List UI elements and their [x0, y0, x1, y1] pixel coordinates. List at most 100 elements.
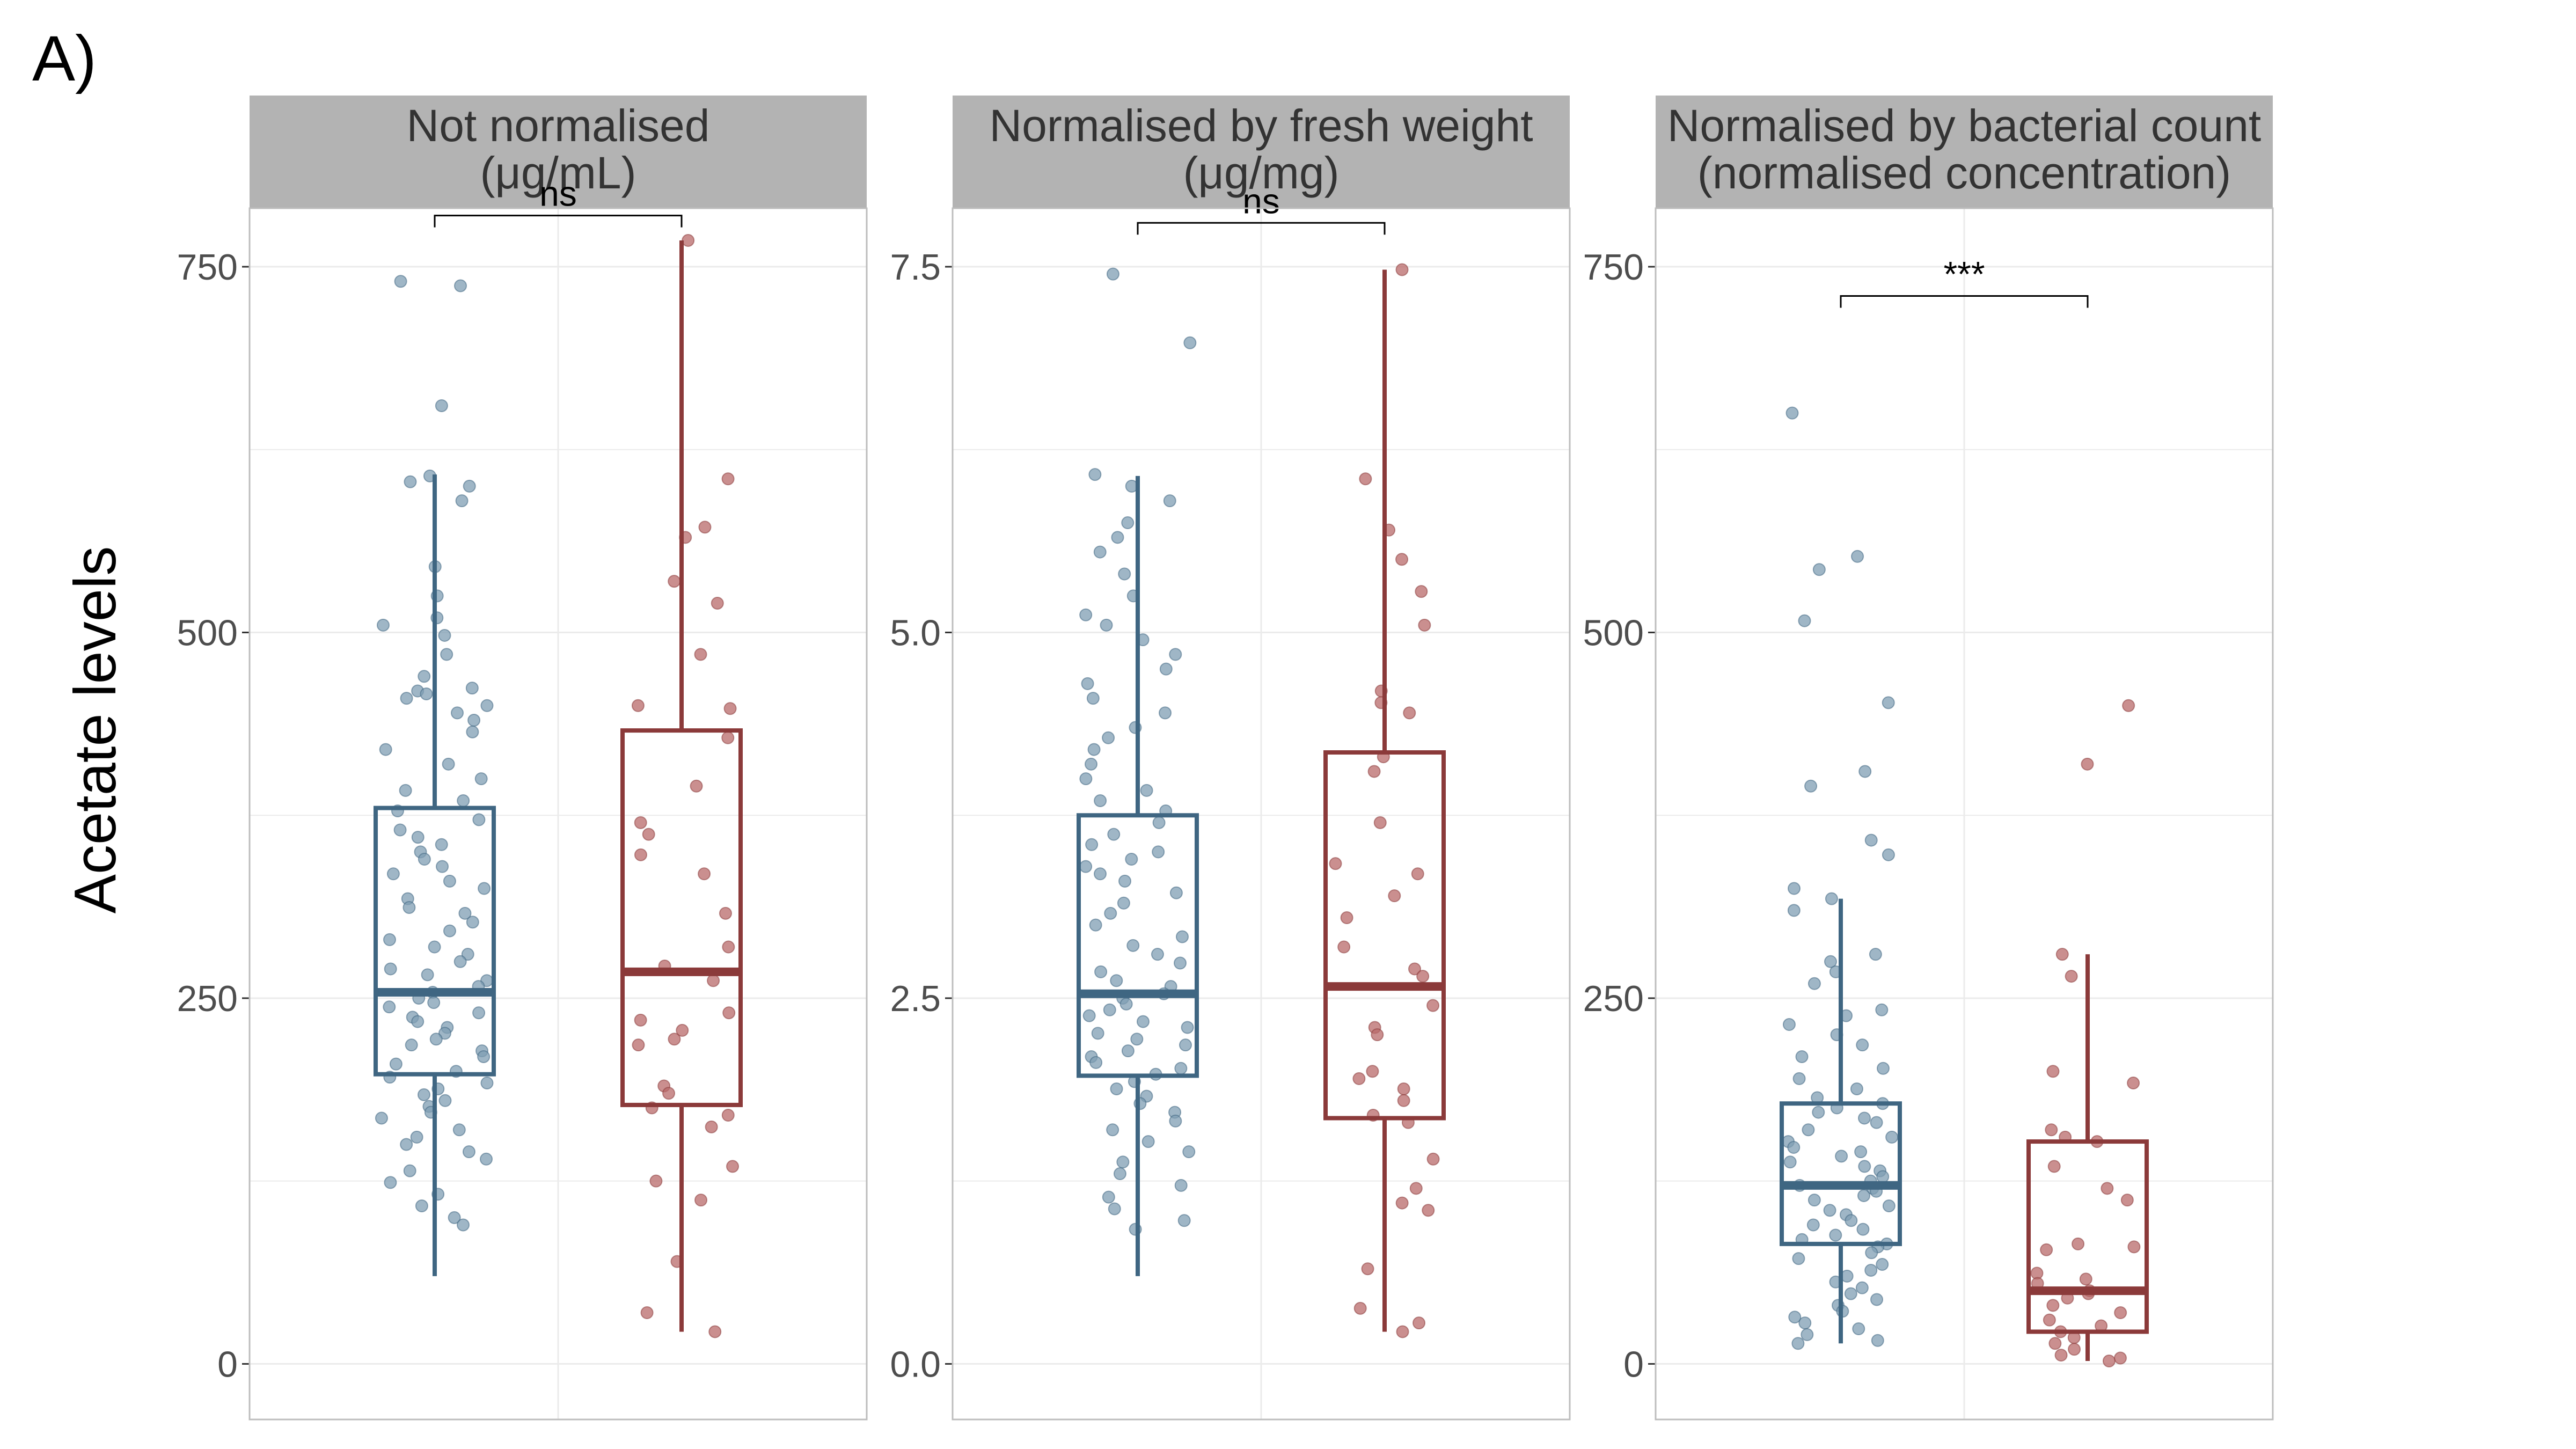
data-point [1806, 1218, 1820, 1232]
data-point [379, 743, 392, 756]
data-point [707, 974, 720, 987]
data-point [1409, 1182, 1423, 1195]
y-tick-label: 0 [1623, 1344, 1644, 1385]
y-tick-label: 5.0 [890, 612, 941, 653]
data-point [1876, 1170, 1890, 1183]
data-point [404, 475, 417, 488]
data-point [682, 233, 695, 247]
data-point [466, 725, 479, 738]
box-group-2 [620, 233, 743, 1338]
data-point [384, 1176, 397, 1189]
data-point [1418, 618, 1431, 632]
data-point [1079, 608, 1093, 621]
data-point [1823, 1204, 1836, 1217]
data-point [438, 628, 451, 642]
data-point [1870, 1293, 1884, 1306]
data-point [429, 1033, 443, 1046]
data-point [1361, 1262, 1374, 1276]
data-point [386, 867, 400, 881]
data-point [2101, 1182, 2114, 1195]
data-point [440, 648, 453, 661]
data-point [1857, 1189, 1870, 1202]
y-tick-label: 750 [177, 247, 238, 288]
box-group-1 [1077, 267, 1199, 1276]
data-point [2048, 1337, 2062, 1350]
data-point [472, 1006, 486, 1020]
data-point [458, 906, 472, 920]
data-point [394, 275, 407, 288]
data-point [1121, 1044, 1135, 1058]
data-point [1126, 939, 1140, 952]
data-point [450, 706, 464, 720]
data-point [2065, 970, 2078, 983]
data-point [634, 1013, 647, 1027]
y-axis-title: Acetate levels [62, 546, 128, 914]
data-point [466, 916, 479, 929]
data-point [2127, 1077, 2140, 1090]
data-point [2043, 1313, 2056, 1327]
data-point [1869, 948, 1882, 961]
data-point [2127, 1240, 2141, 1254]
data-point [1087, 743, 1101, 756]
y-tick-label: 2.5 [890, 978, 941, 1019]
y-tick-label: 250 [177, 978, 238, 1019]
data-point [442, 757, 455, 771]
data-point [1792, 1072, 1806, 1085]
data-point [1875, 1003, 1889, 1016]
data-point [1373, 816, 1387, 829]
y-tick-label: 7.5 [890, 247, 941, 288]
data-point [1807, 1194, 1821, 1207]
data-point [1798, 614, 1811, 627]
data-point [1856, 1223, 1870, 1236]
data-point [1152, 845, 1165, 859]
data-point [722, 1006, 736, 1020]
facet-title-line-1: Not normalised [407, 100, 710, 151]
data-point [721, 731, 735, 744]
data-point [2040, 1243, 2053, 1256]
data-point [1835, 1150, 1848, 1163]
data-point [1829, 1228, 1842, 1242]
data-point [668, 575, 681, 588]
gridlines [250, 208, 867, 1419]
data-point [2122, 699, 2135, 712]
facet-panels: Not normalised(μg/mL)0250500750nsNormali… [177, 96, 2274, 1421]
data-point [2113, 1351, 2127, 1365]
data-point [480, 1077, 494, 1090]
data-point [1395, 1196, 1409, 1210]
data-point [722, 940, 735, 954]
data-point [1864, 1263, 1878, 1277]
data-point [1804, 779, 1818, 793]
box-iqr [374, 806, 496, 1077]
data-point [1785, 406, 1799, 420]
data-point [1106, 267, 1119, 281]
data-point [418, 670, 431, 683]
gridlines [953, 208, 1570, 1419]
data-point [1865, 1246, 1878, 1260]
data-point [1183, 336, 1197, 349]
data-point [376, 618, 390, 632]
data-point [719, 906, 732, 920]
data-point [1340, 911, 1353, 925]
data-point [2081, 757, 2094, 771]
y-tick-label: 250 [1583, 978, 1644, 1019]
data-point [1882, 848, 1895, 861]
data-point [1102, 1190, 1115, 1204]
data-point [472, 813, 486, 826]
data-point [1169, 1114, 1182, 1128]
data-point [411, 831, 425, 844]
data-point [1858, 1111, 1871, 1125]
data-point [1175, 930, 1189, 943]
data-point [1140, 784, 1153, 797]
data-point [1130, 1033, 1144, 1046]
facet-title-line-2: (normalised concentration) [1697, 148, 2231, 198]
data-point [1163, 494, 1176, 508]
y-tick-label: 500 [1583, 612, 1644, 653]
data-point [1102, 731, 1115, 744]
data-point [1371, 1028, 1384, 1042]
data-point [1397, 1082, 1410, 1095]
data-point [375, 1111, 388, 1125]
data-point [1415, 585, 1428, 598]
data-point [1413, 1316, 1426, 1330]
data-point [1118, 874, 1132, 888]
box-group-1 [374, 275, 496, 1276]
